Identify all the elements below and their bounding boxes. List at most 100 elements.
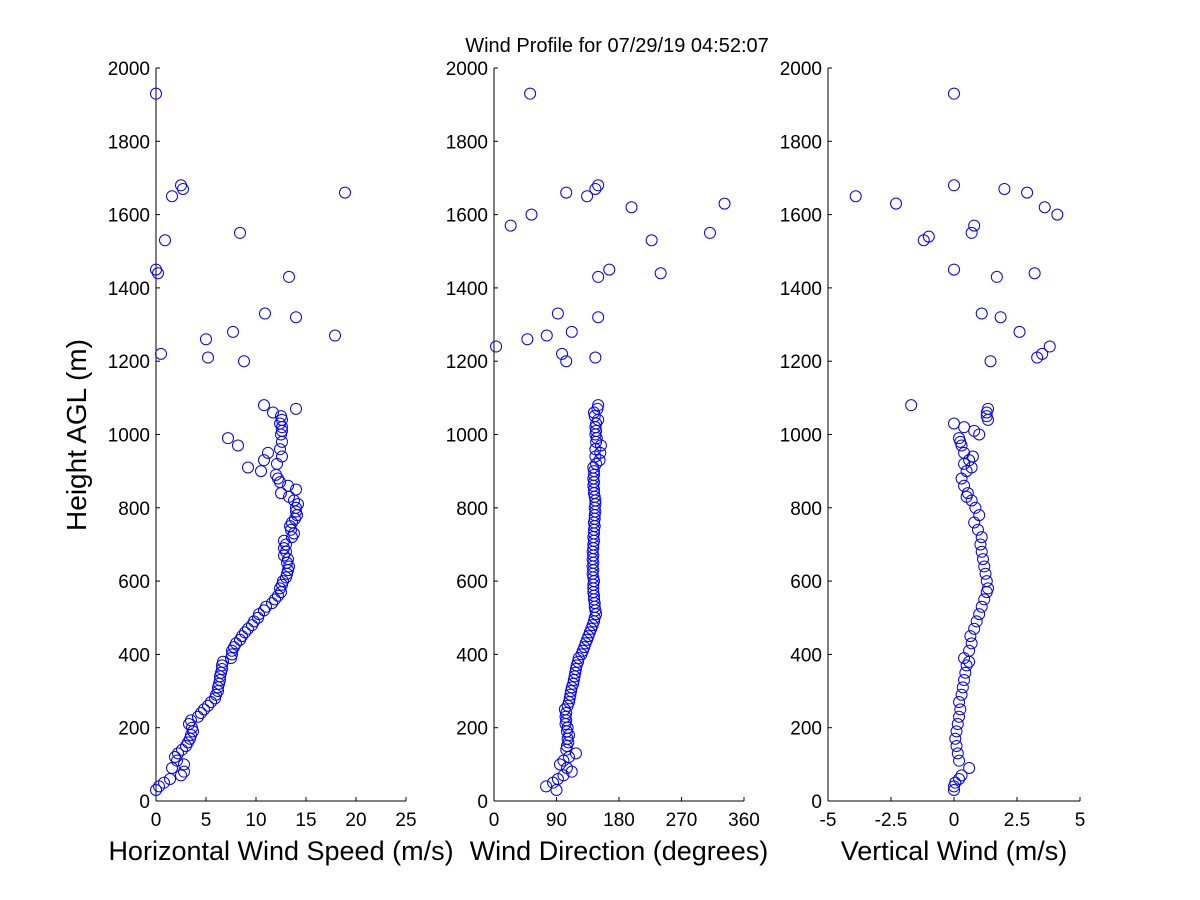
- data-point: [258, 399, 270, 412]
- data-point: [990, 270, 1003, 283]
- data-point: [948, 263, 960, 276]
- data-point: [645, 234, 658, 247]
- data-point: [226, 648, 238, 661]
- y-tick-label: 600: [790, 572, 822, 593]
- x-tick-label: 15: [295, 810, 316, 831]
- x-tick-label: 180: [603, 810, 635, 831]
- data-point: [195, 707, 207, 720]
- data-point: [922, 230, 935, 243]
- data-point: [569, 663, 582, 676]
- data-point: [278, 534, 290, 547]
- data-point: [588, 465, 600, 478]
- data-point: [973, 608, 986, 621]
- x-tick-label: 360: [728, 810, 760, 831]
- data-point: [282, 479, 294, 492]
- data-point: [949, 776, 962, 789]
- y-tick-label: 200: [790, 719, 822, 740]
- data-point: [975, 600, 988, 613]
- data-point: [540, 329, 553, 342]
- data-point: [949, 732, 962, 745]
- data-point: [955, 769, 968, 782]
- data-point: [974, 538, 987, 551]
- data-point: [703, 226, 716, 239]
- data-point: [560, 355, 573, 368]
- data-point: [175, 179, 187, 192]
- y-tick-label: 2000: [446, 59, 488, 80]
- data-point: [975, 531, 988, 544]
- data-point: [262, 446, 274, 459]
- data-point: [581, 190, 594, 203]
- data-point: [557, 769, 570, 782]
- data-point: [283, 270, 295, 283]
- data-point: [998, 182, 1011, 195]
- data-point: [984, 355, 997, 368]
- data-point: [953, 754, 966, 767]
- y-tick-label: 1400: [446, 279, 488, 300]
- data-point: [958, 479, 971, 492]
- data-point: [159, 234, 171, 247]
- y-tick-label: 1200: [780, 352, 822, 373]
- x-tick-label: 90: [546, 810, 567, 831]
- data-point: [259, 307, 271, 320]
- data-point: [592, 399, 605, 412]
- data-point: [978, 560, 991, 573]
- data-point: [975, 545, 988, 558]
- data-point: [948, 417, 960, 430]
- y-tick-label: 1600: [446, 206, 488, 227]
- x-tick-label: 5: [201, 810, 212, 831]
- panel-3: 0 200 400 600 800 1000 1200 1400 1600 1800 2000 -5 -…: [780, 59, 1086, 866]
- data-point: [202, 699, 214, 712]
- data-point: [1051, 208, 1064, 221]
- data-point: [1028, 267, 1041, 280]
- y-tick-label: 800: [118, 499, 150, 520]
- data-point: [560, 186, 573, 199]
- data-point: [603, 263, 616, 276]
- y-tick-label: 1600: [780, 206, 822, 227]
- data-point: [277, 575, 289, 588]
- data-point: [258, 454, 270, 467]
- data-point: [267, 406, 279, 419]
- data-point: [276, 450, 288, 463]
- panel-2: 0 200 400 600 800 1000 1200 1400 1600 1800 2000 0 90…: [446, 59, 769, 866]
- data-point: [230, 637, 242, 650]
- data-point: [965, 637, 978, 650]
- data-point: [956, 681, 969, 694]
- x-tick-label: 2.5: [1004, 810, 1030, 831]
- data-point: [234, 226, 246, 239]
- data-point: [980, 410, 993, 423]
- data-point: [192, 710, 204, 723]
- data-point: [905, 399, 918, 412]
- y-tick-label: 0: [477, 792, 488, 813]
- data-point: [958, 446, 971, 459]
- data-point: [960, 659, 973, 672]
- y-tick-label: 400: [456, 645, 488, 666]
- data-point: [953, 696, 966, 709]
- data-point: [292, 498, 304, 511]
- data-point: [593, 454, 606, 467]
- data-point: [982, 402, 995, 415]
- data-point: [849, 190, 862, 203]
- data-point: [951, 718, 964, 731]
- y-tick-label: 1800: [780, 132, 822, 153]
- data-point: [200, 333, 212, 346]
- x-axis-label: Wind Direction (degrees): [470, 836, 769, 866]
- data-point: [948, 87, 960, 100]
- x-tick-label: 10: [245, 810, 266, 831]
- panel-1: 0 200 400 600 800 1000 1200 1400 1600 1800 2000 0 5 1…: [108, 59, 454, 866]
- data-point: [490, 340, 503, 353]
- data-point: [592, 311, 605, 324]
- data-point: [255, 465, 267, 478]
- y-tick-label: 1000: [108, 426, 150, 447]
- data-point: [973, 509, 986, 522]
- data-point: [178, 758, 190, 771]
- y-tick-label: 400: [790, 645, 822, 666]
- data-point: [290, 311, 302, 324]
- data-point: [718, 197, 731, 210]
- data-point: [239, 626, 251, 639]
- data-point: [232, 439, 244, 452]
- x-axis-label: Vertical Wind (m/s): [841, 836, 1068, 866]
- data-point: [564, 688, 577, 701]
- data-point: [592, 270, 605, 283]
- y-tick-label: 2000: [108, 59, 150, 80]
